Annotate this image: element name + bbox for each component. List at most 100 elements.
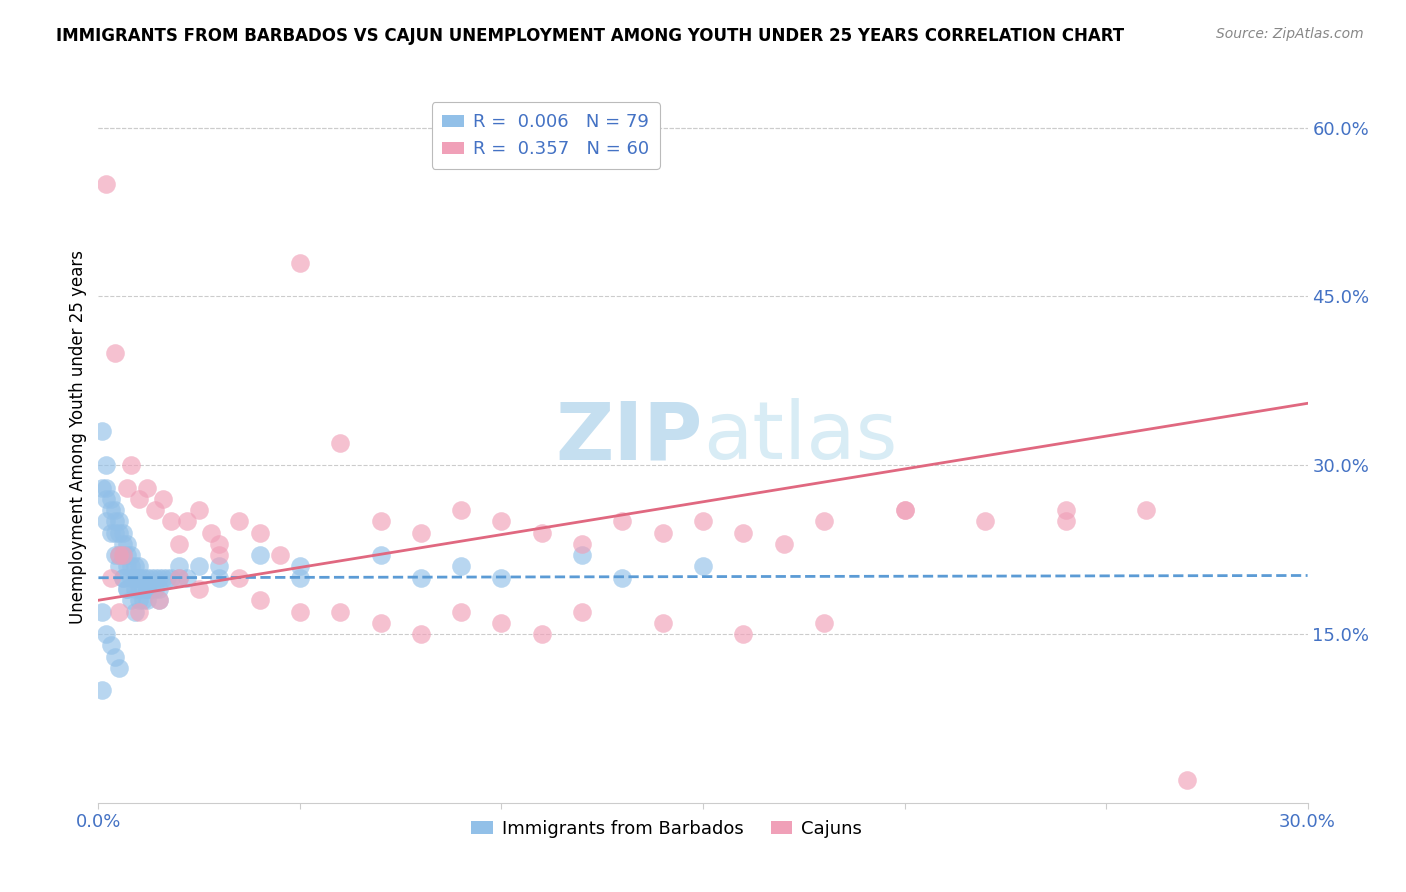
Point <box>491 615 513 630</box>
Point <box>96 515 118 529</box>
Point <box>143 571 166 585</box>
Point <box>651 615 673 630</box>
Point <box>135 593 157 607</box>
Text: atlas: atlas <box>703 398 897 476</box>
Point <box>612 571 634 585</box>
Point <box>107 605 129 619</box>
Point <box>120 458 142 473</box>
Point <box>135 481 157 495</box>
Point <box>167 571 190 585</box>
Point <box>135 582 157 596</box>
Point <box>100 525 122 540</box>
Point <box>733 525 755 540</box>
Point <box>152 571 174 585</box>
Point <box>103 525 125 540</box>
Point <box>128 571 150 585</box>
Point <box>1054 515 1077 529</box>
Point <box>200 525 222 540</box>
Point <box>120 593 142 607</box>
Point <box>156 571 179 585</box>
Point <box>91 481 114 495</box>
Point <box>111 537 134 551</box>
Point <box>115 537 138 551</box>
Point <box>148 593 170 607</box>
Point <box>107 661 129 675</box>
Point <box>96 627 118 641</box>
Point <box>893 503 915 517</box>
Point <box>188 559 211 574</box>
Point <box>148 571 170 585</box>
Point <box>228 515 250 529</box>
Point <box>100 571 122 585</box>
Point <box>111 525 134 540</box>
Point <box>370 548 392 562</box>
Point <box>167 559 190 574</box>
Point <box>188 503 211 517</box>
Point <box>160 515 183 529</box>
Point <box>128 559 150 574</box>
Point <box>612 515 634 529</box>
Point <box>176 571 198 585</box>
Point <box>530 627 553 641</box>
Point <box>135 571 157 585</box>
Point <box>115 481 138 495</box>
Point <box>132 582 155 596</box>
Point <box>370 515 392 529</box>
Point <box>111 571 134 585</box>
Point <box>228 571 250 585</box>
Point <box>571 605 593 619</box>
Point <box>530 525 553 540</box>
Point <box>115 548 138 562</box>
Point <box>115 559 138 574</box>
Point <box>450 503 472 517</box>
Point <box>893 503 915 517</box>
Point <box>772 537 794 551</box>
Point <box>100 503 122 517</box>
Point <box>111 548 134 562</box>
Point <box>96 177 118 191</box>
Point <box>409 627 432 641</box>
Point <box>103 515 125 529</box>
Legend: Immigrants from Barbados, Cajuns: Immigrants from Barbados, Cajuns <box>464 813 869 845</box>
Point <box>208 548 231 562</box>
Point <box>100 638 122 652</box>
Point <box>188 582 211 596</box>
Point <box>249 593 271 607</box>
Point <box>103 649 125 664</box>
Point <box>107 548 129 562</box>
Point <box>651 525 673 540</box>
Point <box>269 548 291 562</box>
Point <box>115 582 138 596</box>
Point <box>571 548 593 562</box>
Point <box>329 435 352 450</box>
Point <box>288 605 311 619</box>
Point <box>249 525 271 540</box>
Point <box>128 605 150 619</box>
Point <box>167 571 190 585</box>
Point <box>111 548 134 562</box>
Point <box>103 345 125 359</box>
Point <box>208 571 231 585</box>
Point <box>91 425 114 439</box>
Point <box>491 515 513 529</box>
Point <box>124 605 146 619</box>
Point <box>974 515 997 529</box>
Point <box>128 582 150 596</box>
Point <box>139 571 162 585</box>
Text: ZIP: ZIP <box>555 398 703 476</box>
Point <box>143 503 166 517</box>
Point <box>288 255 311 269</box>
Point <box>107 515 129 529</box>
Point <box>148 582 170 596</box>
Point <box>128 593 150 607</box>
Point <box>128 491 150 506</box>
Point <box>124 582 146 596</box>
Point <box>107 548 129 562</box>
Point <box>409 525 432 540</box>
Point <box>733 627 755 641</box>
Point <box>115 582 138 596</box>
Point <box>132 571 155 585</box>
Point <box>692 559 714 574</box>
Point <box>1054 503 1077 517</box>
Point <box>143 582 166 596</box>
